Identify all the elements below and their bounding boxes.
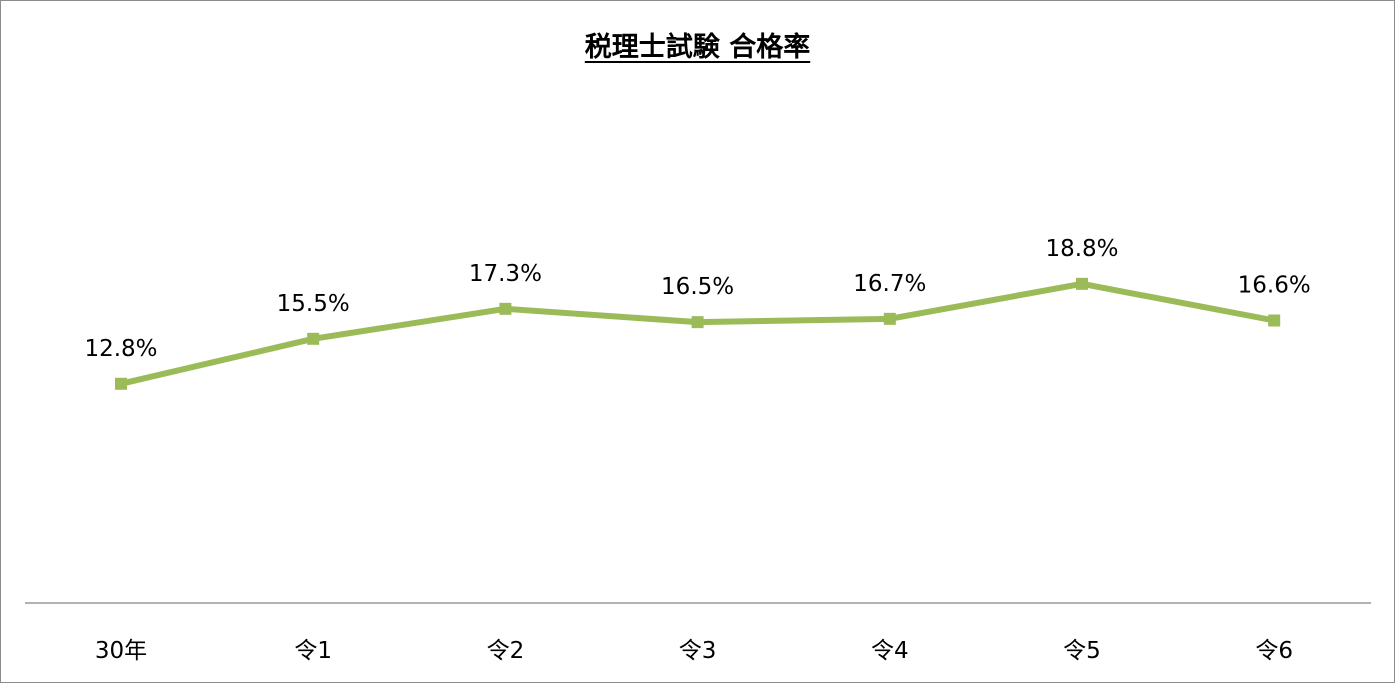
data-point-marker xyxy=(1076,277,1088,290)
x-tick-label: 令2 xyxy=(487,638,525,664)
x-tick-label: 令5 xyxy=(1063,638,1101,664)
x-tick-label: 令3 xyxy=(679,638,717,664)
x-tick-label: 令1 xyxy=(294,638,332,664)
data-label: 12.8% xyxy=(84,336,157,362)
data-point-marker xyxy=(691,316,704,329)
data-label: 16.7% xyxy=(853,271,926,297)
data-point-marker xyxy=(1268,314,1281,327)
chart-title-text: 税理士試験 合格率 xyxy=(584,32,811,63)
x-tick-label: 令6 xyxy=(1255,638,1293,664)
data-label: 16.5% xyxy=(661,274,734,300)
data-label: 17.3% xyxy=(469,261,542,287)
chart-title: 税理士試験 合格率 xyxy=(1,25,1394,64)
data-point-marker xyxy=(499,302,512,315)
x-tick-label: 30年 xyxy=(95,638,147,664)
data-label: 18.8% xyxy=(1045,236,1118,262)
data-label: 16.6% xyxy=(1238,272,1311,298)
data-label: 15.5% xyxy=(277,291,350,317)
x-tick-label: 令4 xyxy=(871,638,909,664)
data-point-marker xyxy=(883,312,896,325)
data-point-marker xyxy=(115,377,127,390)
data-point-marker xyxy=(307,332,320,345)
